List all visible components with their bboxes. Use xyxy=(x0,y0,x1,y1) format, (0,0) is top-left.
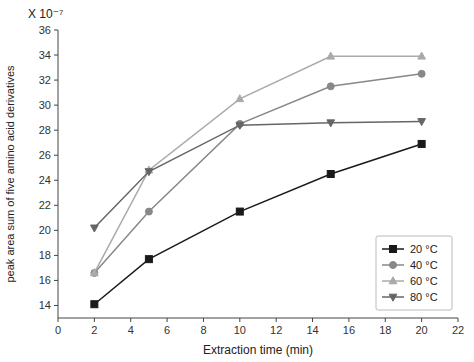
point xyxy=(418,70,425,77)
y-tick xyxy=(54,80,58,81)
x-tick-label: 4 xyxy=(128,324,134,336)
legend-marker xyxy=(390,262,397,269)
x-tick-label: 10 xyxy=(234,324,246,336)
y-tick-label: 20 xyxy=(39,224,51,236)
x-tick xyxy=(385,318,386,322)
x-tick xyxy=(348,318,349,322)
y-tick-label: 30 xyxy=(39,99,51,111)
x-tick-label: 22 xyxy=(452,324,464,336)
x-tick-label: 0 xyxy=(55,324,61,336)
x-tick xyxy=(94,318,95,322)
y-axis-label: peak area sum of five amino acid derivat… xyxy=(4,65,16,283)
x-tick xyxy=(458,318,459,322)
point xyxy=(91,301,98,308)
y-tick-label: 32 xyxy=(39,74,51,86)
y-tick-label: 24 xyxy=(39,174,51,186)
series-line xyxy=(94,121,421,227)
point xyxy=(236,208,243,215)
point xyxy=(418,140,425,147)
y-tick-label: 36 xyxy=(39,24,51,36)
y-tick-label: 22 xyxy=(39,199,51,211)
x-tick xyxy=(276,318,277,322)
x-tick-label: 6 xyxy=(164,324,170,336)
series-line xyxy=(94,74,421,273)
y-tick-label: 34 xyxy=(39,49,51,61)
legend: 20 °C 40 °C 60 °C 80 °C xyxy=(376,236,452,310)
y-tick xyxy=(54,55,58,56)
point xyxy=(327,52,335,59)
x-tick xyxy=(167,318,168,322)
point xyxy=(145,169,153,176)
x-axis xyxy=(58,318,458,319)
y-tick-label: 28 xyxy=(39,124,51,136)
point xyxy=(418,119,426,126)
x-tick xyxy=(130,318,131,322)
x-tick xyxy=(58,318,59,322)
y-tick xyxy=(54,280,58,281)
legend-marker xyxy=(389,277,397,284)
y-tick xyxy=(54,305,58,306)
x-tick xyxy=(203,318,204,322)
point xyxy=(327,171,334,178)
point xyxy=(91,269,99,276)
x-tick-label: 14 xyxy=(306,324,318,336)
y-tick xyxy=(54,180,58,181)
x-tick-label: 20 xyxy=(416,324,428,336)
legend-frame xyxy=(376,236,452,310)
legend-marker xyxy=(390,246,397,253)
y-tick xyxy=(54,30,58,31)
series-line xyxy=(94,56,421,273)
x-tick-label: 16 xyxy=(343,324,355,336)
y-tick xyxy=(54,205,58,206)
plot-area xyxy=(91,52,426,308)
point xyxy=(327,120,335,127)
x-axis-label: Extraction time (min) xyxy=(203,343,313,357)
point xyxy=(418,52,426,59)
y-tick xyxy=(54,130,58,131)
x-tick-label: 18 xyxy=(379,324,391,336)
x-tick xyxy=(312,318,313,322)
point xyxy=(91,225,99,232)
legend-marker xyxy=(389,294,397,301)
x-tick xyxy=(239,318,240,322)
legend-label: 80 °C xyxy=(410,291,438,303)
multiplier-label: X 10⁻⁷ xyxy=(28,7,63,21)
point xyxy=(145,256,152,263)
series-line xyxy=(94,144,421,304)
x-tick xyxy=(421,318,422,322)
y-tick xyxy=(54,230,58,231)
y-tick-label: 14 xyxy=(39,299,51,311)
y-tick-label: 18 xyxy=(39,249,51,261)
x-tick-label: 8 xyxy=(200,324,206,336)
point xyxy=(236,95,244,102)
y-tick xyxy=(54,105,58,106)
y-tick xyxy=(54,155,58,156)
point xyxy=(145,208,152,215)
y-tick-label: 26 xyxy=(39,149,51,161)
legend-label: 20 °C xyxy=(410,243,438,255)
point xyxy=(91,269,98,276)
legend-label: 40 °C xyxy=(410,259,438,271)
x-tick-label: 2 xyxy=(91,324,97,336)
x-tick-label: 12 xyxy=(270,324,282,336)
point xyxy=(236,122,244,129)
y-axis xyxy=(58,30,59,318)
legend-label: 60 °C xyxy=(410,275,438,287)
point xyxy=(327,83,334,90)
y-tick xyxy=(54,255,58,256)
y-tick-label: 16 xyxy=(39,274,51,286)
chart: 0246810121416182022141618202224262830323… xyxy=(0,0,474,362)
